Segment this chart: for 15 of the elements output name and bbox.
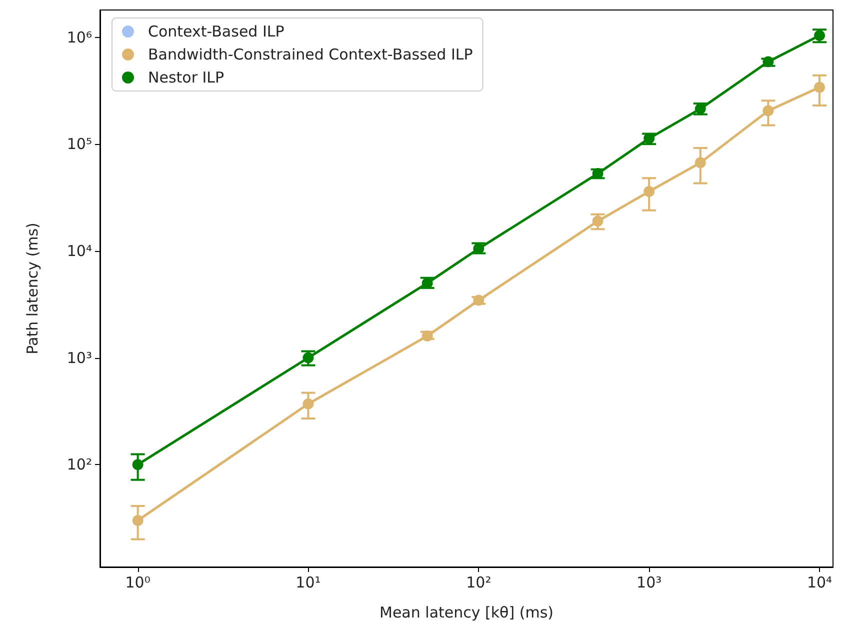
y-axis-title: Path latency (ms): [24, 222, 42, 354]
legend-label: Context-Based ILP: [148, 22, 284, 40]
y-tick-label: 10⁵: [66, 135, 92, 154]
x-tick-label: 10⁴: [806, 574, 832, 592]
x-tick-label: 10¹: [296, 574, 321, 592]
y-tick-label: 10²: [66, 456, 92, 474]
x-axis-title: Mean latency [kθ] (ms): [380, 604, 554, 622]
x-tick-label: 10²: [466, 574, 492, 592]
x-tick-label: 10⁰: [125, 574, 150, 592]
x-tick-label: 10³: [636, 574, 662, 592]
legend-label: Bandwidth-Constrained Context-Bassed ILP: [148, 46, 473, 64]
y-tick-label: 10⁶: [66, 28, 92, 46]
legend-label: Nestor ILP: [148, 68, 224, 86]
y-tick-label: 10⁴: [66, 242, 92, 260]
y-tick-label: 10³: [66, 348, 92, 367]
